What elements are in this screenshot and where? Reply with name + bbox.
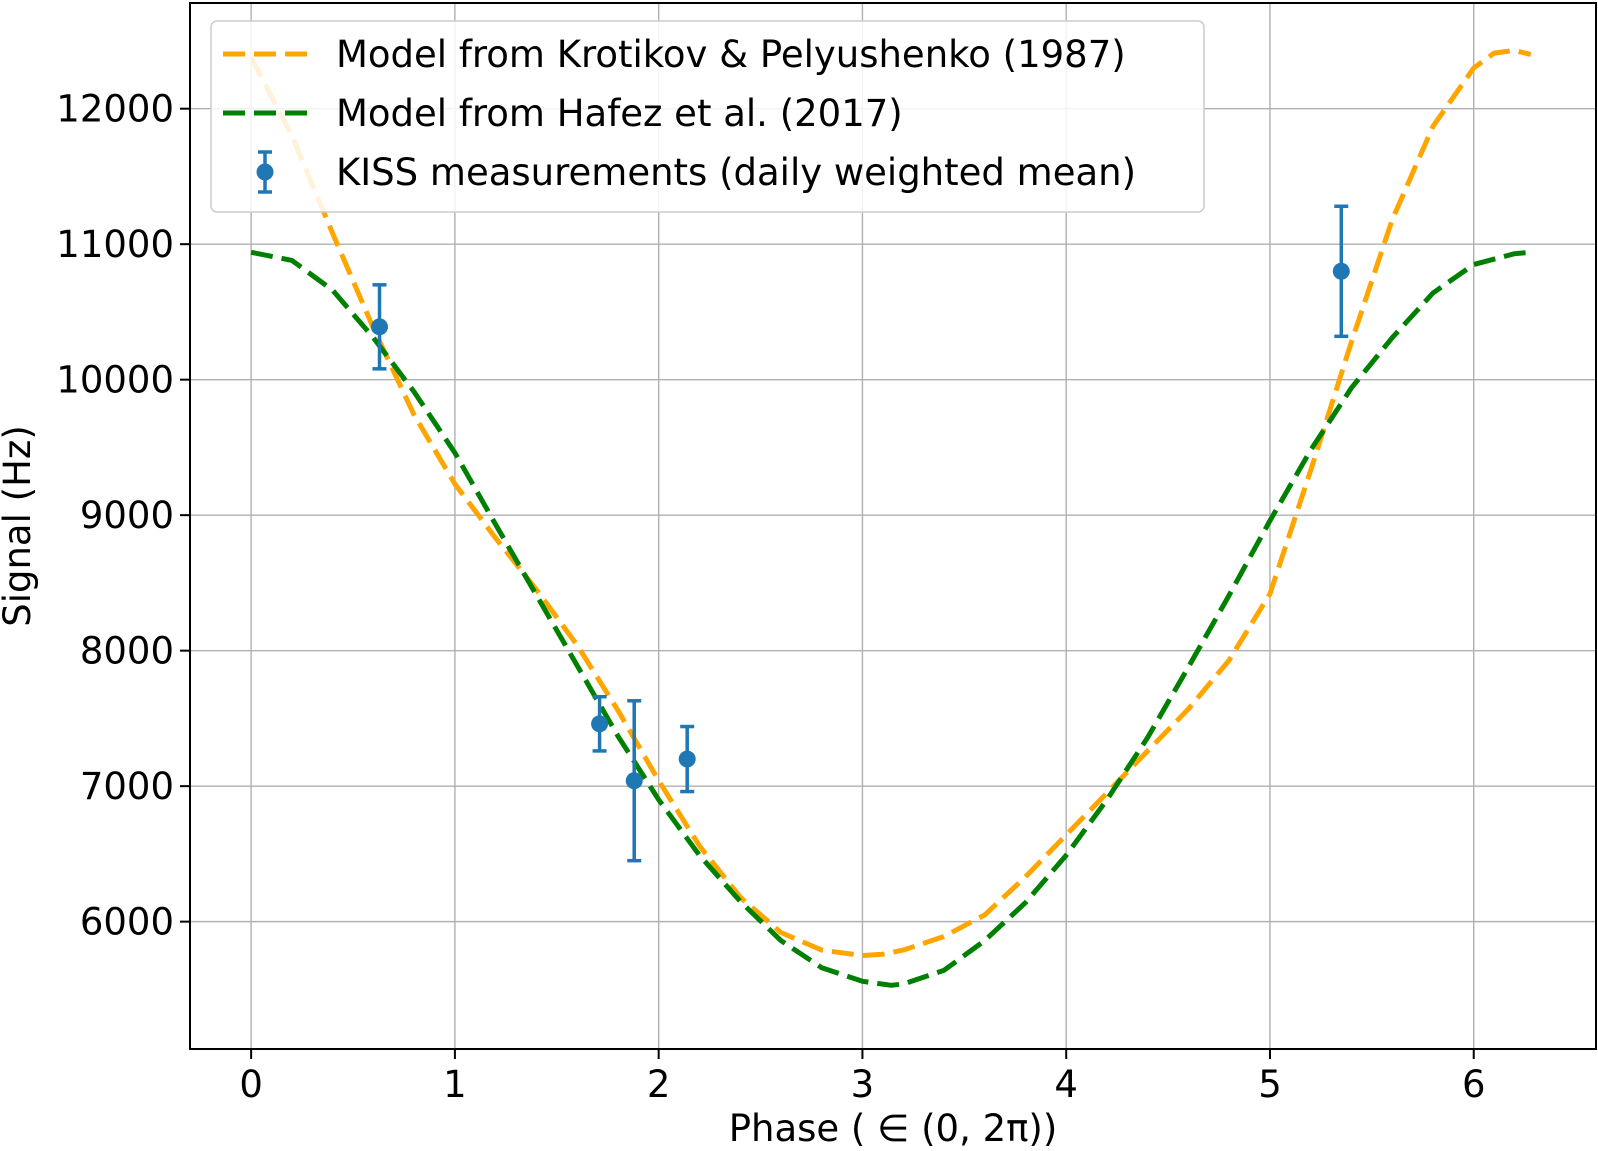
x-tick-label: 1 xyxy=(443,1063,467,1106)
x-axis-label: Phase ( ∈ (0, 2π)) xyxy=(729,1107,1058,1150)
y-tick-label: 6000 xyxy=(80,901,174,944)
y-tick-label: 12000 xyxy=(56,88,174,131)
x-tick-label: 5 xyxy=(1258,1063,1282,1106)
data-point xyxy=(371,318,389,336)
legend-label: Model from Krotikov & Pelyushenko (1987) xyxy=(336,33,1126,76)
series-layer xyxy=(248,47,1532,988)
x-tick-label: 4 xyxy=(1054,1063,1078,1106)
y-axis-label: Signal (Hz) xyxy=(0,425,39,627)
x-tick-label: 2 xyxy=(647,1063,671,1106)
data-point xyxy=(625,772,643,790)
legend-swatch-marker xyxy=(256,163,274,181)
data-point xyxy=(678,750,696,768)
legend-label: Model from Hafez et al. (2017) xyxy=(336,92,903,135)
series-line-1 xyxy=(250,249,1532,988)
x-tick-label: 6 xyxy=(1462,1063,1486,1106)
y-tick-label: 11000 xyxy=(56,223,174,266)
plot-frame xyxy=(189,2,1597,1050)
y-tick-label: 7000 xyxy=(80,765,174,808)
x-tick-label: 0 xyxy=(239,1063,263,1106)
data-point xyxy=(1332,262,1350,280)
y-tick-label: 10000 xyxy=(56,359,174,402)
legend: Model from Krotikov & Pelyushenko (1987)… xyxy=(210,20,1205,213)
y-tick-label: 8000 xyxy=(80,630,174,673)
series-line-0 xyxy=(248,47,1532,958)
data-point xyxy=(591,715,609,733)
legend-box xyxy=(210,20,1205,213)
y-tick-label: 9000 xyxy=(80,494,174,537)
legend-label: KISS measurements (daily weighted mean) xyxy=(336,151,1136,194)
ticks: 0 1 2 3 4 5 6 6000 7000 8000 9000 10000 11000 12000 xyxy=(56,88,1485,1106)
x-tick-label: 3 xyxy=(851,1063,875,1106)
